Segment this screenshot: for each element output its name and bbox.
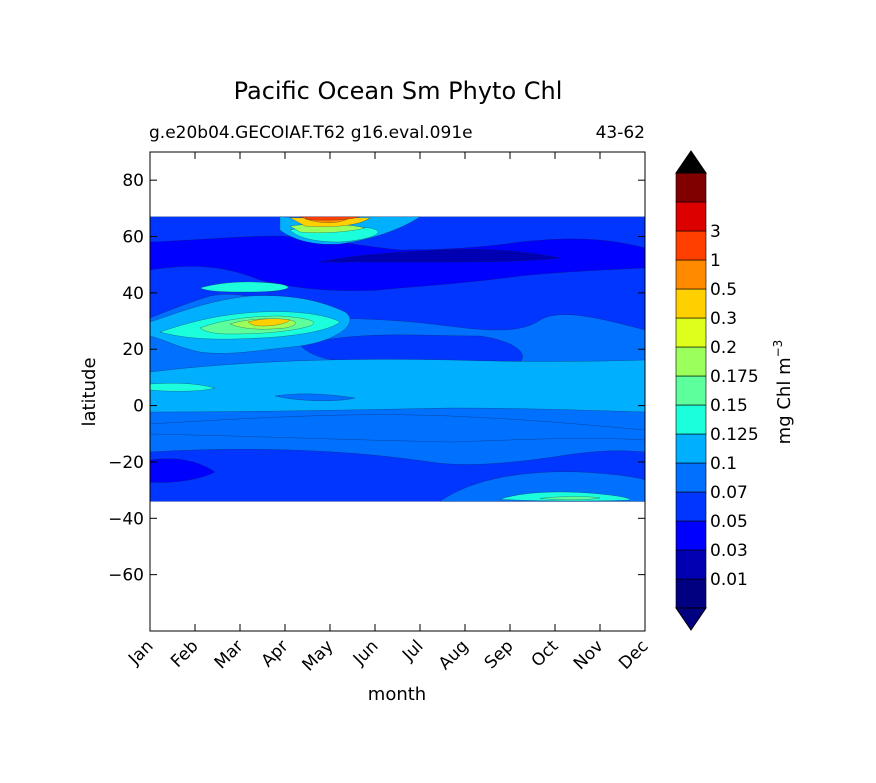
x-tick-label: Oct — [528, 636, 563, 671]
colorbar-tick-label: 0.15 — [710, 396, 748, 416]
chl-region-bloom-max — [299, 216, 361, 221]
x-tick-label: Apr — [258, 636, 293, 671]
plot-area: 80 60 40 20 0 −20 −40 −60 Jan Feb Mar Apr May Jun Jul… — [108, 151, 653, 675]
x-tick-label: Jan — [124, 636, 157, 669]
colorbar-segment — [675, 375, 707, 406]
chl-region-west-upwelling — [150, 382, 216, 392]
chart-subtitle-right: 43-62 — [596, 123, 645, 143]
colorbar-segment — [675, 230, 707, 261]
colorbar-tick-label: 1 — [710, 251, 721, 271]
colorbar-label: mg Chl m−3 — [771, 340, 795, 445]
x-tick-label: May — [299, 636, 338, 675]
chl-region-front-upper — [199, 281, 289, 293]
colorbar-segment — [675, 346, 707, 377]
colorbar-segment — [675, 404, 707, 435]
colorbar-segment — [675, 288, 707, 319]
colorbar-segment — [675, 433, 707, 464]
y-tick-label: 20 — [122, 340, 144, 360]
chl-region-north-min — [319, 249, 561, 263]
chl-region-mid-low — [299, 334, 523, 363]
colorbar-segment — [675, 201, 707, 232]
chart-subtitle-left: g.e20b04.GECOIAF.T62 g16.eval.091e — [149, 123, 473, 143]
colorbar-segment — [675, 491, 707, 522]
colorbar-tick-label: 0.175 — [710, 367, 759, 387]
x-tick-label: Aug — [435, 636, 473, 674]
y-axis-label: latitude — [79, 357, 100, 426]
x-tick-label: Dec — [615, 636, 652, 673]
colorbar-extend-max — [675, 150, 707, 174]
x-tick-label: Jun — [349, 636, 383, 670]
colorbar-segment — [675, 520, 707, 551]
x-axis-label: month — [368, 684, 426, 705]
chl-region-southeast-peak — [539, 496, 601, 501]
colorbar: 0.01 0.03 0.05 0.07 0.1 0.125 0.15 0.175 0.2 0.3 0… — [675, 150, 759, 631]
chart-title: Pacific Ocean Sm Phyto Chl — [234, 77, 563, 105]
colorbar-segment — [675, 259, 707, 290]
chl-region-equatorial-low — [150, 414, 645, 443]
colorbar-label-text: mg Chl m — [774, 357, 795, 444]
colorbar-tick-label: 0.07 — [710, 483, 748, 503]
colorbar-tick-label: 0.05 — [710, 512, 748, 532]
colorbar-segment — [675, 462, 707, 493]
colorbar-segment — [675, 317, 707, 348]
chl-region-subtropical — [150, 359, 645, 413]
colorbar-extend-min — [675, 607, 707, 631]
colorbar-tick-label: 3 — [710, 222, 721, 242]
colorbar-segment — [675, 578, 707, 609]
y-axis: 80 60 40 20 0 −20 −40 −60 — [108, 171, 645, 586]
colorbar-tick-label: 0.5 — [710, 280, 737, 300]
plot-frame — [149, 151, 646, 632]
x-tick-label: Feb — [167, 636, 202, 671]
y-tick-label: 80 — [122, 171, 144, 191]
chl-contour-field — [150, 216, 645, 502]
x-tick-label: Mar — [211, 636, 248, 673]
x-tick-label: Sep — [481, 636, 518, 673]
colorbar-tick-label: 0.01 — [710, 570, 748, 590]
colorbar-tick-label: 0.03 — [710, 541, 748, 561]
chl-region-southwest-min — [150, 458, 216, 483]
colorbar-label-exponent: −3 — [771, 340, 785, 358]
colorbar-segment — [675, 172, 707, 203]
colorbar-tick-label: 0.2 — [710, 338, 737, 358]
y-tick-label: 0 — [133, 397, 144, 417]
colorbar-tick-label: 0.1 — [710, 454, 737, 474]
x-tick-label: Jul — [398, 636, 427, 665]
y-tick-label: 40 — [122, 284, 144, 304]
x-tick-label: Nov — [570, 636, 608, 674]
colorbar-segment — [675, 549, 707, 580]
y-tick-label: −40 — [108, 509, 144, 529]
colorbar-tick-label: 0.125 — [710, 425, 759, 445]
svg-text:mg Chl m−3: mg Chl m−3 — [771, 340, 795, 445]
chl-region-front-peak — [247, 318, 291, 327]
y-tick-label: 60 — [122, 228, 144, 248]
chl-region-equatorial-patch — [274, 393, 356, 402]
y-tick-label: −20 — [108, 453, 144, 473]
colorbar-tick-label: 0.3 — [710, 309, 737, 329]
y-tick-label: −60 — [108, 566, 144, 586]
